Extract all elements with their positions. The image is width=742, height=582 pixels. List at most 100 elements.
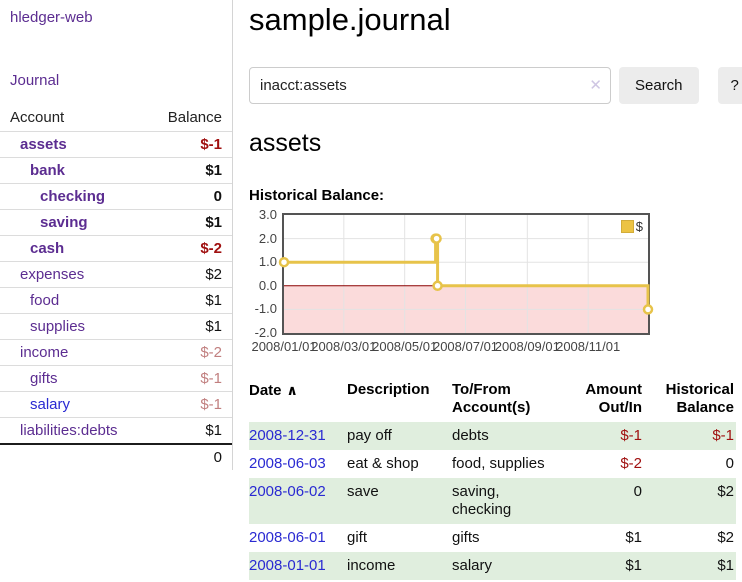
account-row: food $1 <box>0 287 232 313</box>
account-balance: $1 <box>205 214 222 231</box>
transaction-date-link[interactable]: 2008-06-03 <box>249 455 326 472</box>
register-cell-balance: $2 <box>717 483 734 500</box>
transaction-date-link[interactable]: 2008-06-01 <box>249 529 326 546</box>
register-cell-accounts: salary <box>452 557 493 574</box>
account-row: cash $-2 <box>0 235 232 261</box>
account-balance: $-2 <box>200 344 222 361</box>
account-balance: $1 <box>205 162 222 179</box>
account-link-supplies[interactable]: supplies <box>30 318 86 335</box>
sort-asc-icon: ∧ <box>286 382 298 398</box>
account-link-expenses[interactable]: expenses <box>20 266 85 283</box>
x-axis-label: 2008/11/01 <box>556 339 621 354</box>
x-axis-label: 2008/07/01 <box>432 339 499 354</box>
register-header: Date ∧ Description To/From Account(s) Amo… <box>249 374 736 422</box>
balance-chart[interactable]: $3.0 2.0 1.0 0.0 -1.0 -2.0 2008/01/01 2008/03/0… <box>249 207 654 354</box>
register-cell-balance: 0 <box>725 455 734 472</box>
data-point[interactable] <box>278 256 290 268</box>
sidebar: hledger-web Journal Account Balance asse… <box>0 0 233 470</box>
main-content: sample.journal ✕ Search ? assets Histori… <box>233 0 742 580</box>
data-point[interactable] <box>431 233 442 244</box>
search-input[interactable] <box>249 67 611 104</box>
account-row: bank $1 <box>0 157 232 183</box>
accounts-header-balance: Balance <box>167 109 222 126</box>
y-axis-label: -2.0 <box>254 325 277 340</box>
account-balance: $-1 <box>200 370 222 387</box>
register-body: 2008-12-31 pay off debts $-1 $-1 2008-06-03 ea… <box>249 422 736 580</box>
register-cell-description: save <box>347 483 379 500</box>
account-link-assets[interactable]: assets <box>20 136 67 153</box>
accounts-table: Account Balance assets $-1 bank $1 checking 0… <box>0 105 232 470</box>
brand-link[interactable]: hledger-web <box>10 9 93 26</box>
register-cell-balance: $2 <box>717 529 734 546</box>
register-cell-date: 2008-06-03 <box>249 450 347 478</box>
register-cell-amount: $-1 <box>620 427 642 444</box>
account-link-liabilities-debts[interactable]: liabilities:debts <box>20 422 118 439</box>
account-link-checking[interactable]: checking <box>40 188 106 205</box>
register-cell-balance: $1 <box>717 557 734 574</box>
y-axis-label: 2.0 <box>258 230 277 246</box>
search-input-wrap: ✕ <box>249 67 611 104</box>
account-link-gifts[interactable]: gifts <box>30 370 58 387</box>
account-link-income[interactable]: income <box>20 344 69 361</box>
register-row: 2008-06-01 gift gifts $1 $2 <box>249 524 736 552</box>
register-cell-description: gift <box>347 529 368 546</box>
register-cell-balance: $-1 <box>712 427 734 444</box>
account-row: checking 0 <box>0 183 232 209</box>
register-cell-date: 2008-06-02 <box>249 478 347 524</box>
clear-search-icon[interactable]: ✕ <box>589 77 602 94</box>
transaction-date-link[interactable]: 2008-12-31 <box>249 427 326 444</box>
account-balance: $-1 <box>200 396 222 413</box>
transaction-date-link[interactable]: 2008-06-02 <box>249 483 326 500</box>
account-row: expenses $2 <box>0 261 232 287</box>
register-header-row: Date ∧ Description To/From Account(s) Amo… <box>249 374 736 422</box>
sidebar-item-journal[interactable]: Journal <box>10 72 60 89</box>
register-row: 2008-12-31 pay off debts $-1 $-1 <box>249 422 736 450</box>
account-link-food[interactable]: food <box>30 292 60 309</box>
register-header-amount: Amount Out/In <box>585 381 642 416</box>
account-link-saving[interactable]: saving <box>40 214 88 231</box>
search-form: ✕ Search ? <box>249 67 742 104</box>
register-header-accounts: To/From Account(s) <box>452 381 531 416</box>
chart-canvas <box>278 215 654 333</box>
legend-label: $ <box>635 219 643 234</box>
y-axis-label: -1.0 <box>254 301 277 317</box>
accounts-rows: assets $-1 bank $1 checking 0 saving $1 cash $-2 e… <box>0 131 232 443</box>
search-button[interactable]: Search <box>619 67 699 104</box>
account-row: assets $-1 <box>0 131 232 157</box>
chart-title: Historical Balance: <box>249 187 385 204</box>
account-row: liabilities:debts $1 <box>0 417 232 443</box>
help-button[interactable]: ? <box>717 67 742 104</box>
y-axis-label: 1.0 <box>258 254 277 270</box>
account-heading: assets <box>249 129 322 157</box>
accounts-total-value: 0 <box>213 449 222 466</box>
register-header-description: Description <box>347 381 430 398</box>
x-axis-label: 2008/09/01 <box>494 339 560 354</box>
account-row: gifts $-1 <box>0 365 232 391</box>
accounts-header-account: Account <box>10 109 65 126</box>
page-title: sample.journal <box>249 2 451 37</box>
register-cell-amount: $-2 <box>620 455 642 472</box>
register-header-date[interactable]: Date ∧ <box>249 374 347 422</box>
transaction-date-link[interactable]: 2008-01-01 <box>249 557 326 574</box>
account-balance: $-2 <box>200 240 222 257</box>
account-balance: $1 <box>205 292 222 309</box>
account-balance: $-1 <box>200 136 222 153</box>
legend-swatch-icon <box>620 220 634 233</box>
register-row: 2008-06-02 save saving, checking 0 $2 <box>249 478 736 524</box>
register-cell-accounts: gifts <box>452 529 480 546</box>
register-cell-description: eat & shop <box>347 455 419 472</box>
x-axis-label: 2008/01/01 <box>251 339 317 354</box>
chart-plot-area[interactable]: $ <box>278 213 654 335</box>
account-link-salary[interactable]: salary <box>30 396 71 413</box>
account-row: supplies $1 <box>0 313 232 339</box>
y-axis-label: 0.0 <box>258 277 277 293</box>
register-cell-description: income <box>347 557 396 574</box>
data-point[interactable] <box>432 280 443 292</box>
register-header-balance: Historical Balance <box>665 381 734 416</box>
data-point[interactable] <box>642 304 654 315</box>
account-link-cash[interactable]: cash <box>30 240 65 257</box>
register-cell-date: 2008-01-01 <box>249 552 347 580</box>
register-cell-amount: 0 <box>633 483 642 500</box>
account-link-bank[interactable]: bank <box>30 162 66 179</box>
